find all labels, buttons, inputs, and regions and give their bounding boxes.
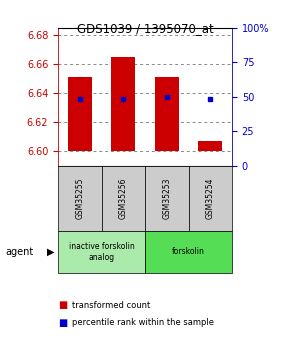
Bar [145,166,188,231]
Bar [58,166,102,231]
Text: ■: ■ [58,300,67,310]
Text: GSM35253: GSM35253 [162,178,171,219]
Text: forskolin: forskolin [172,247,205,256]
Text: GSM35256: GSM35256 [119,178,128,219]
Bar [102,166,145,231]
Text: agent: agent [6,247,34,257]
Text: inactive forskolin
analog: inactive forskolin analog [69,242,134,262]
Bar [188,166,232,231]
Bar [58,231,145,273]
Text: transformed count: transformed count [72,301,151,310]
Bar [111,57,135,151]
Bar [198,141,222,151]
Text: GDS1039 / 1395070_at: GDS1039 / 1395070_at [77,22,213,36]
Text: GSM35254: GSM35254 [206,178,215,219]
Text: ▶: ▶ [47,247,55,257]
Text: GSM35255: GSM35255 [75,178,84,219]
Bar [145,231,232,273]
Bar [68,77,92,151]
Bar [155,77,179,151]
Text: percentile rank within the sample: percentile rank within the sample [72,318,215,327]
Text: ■: ■ [58,318,67,327]
